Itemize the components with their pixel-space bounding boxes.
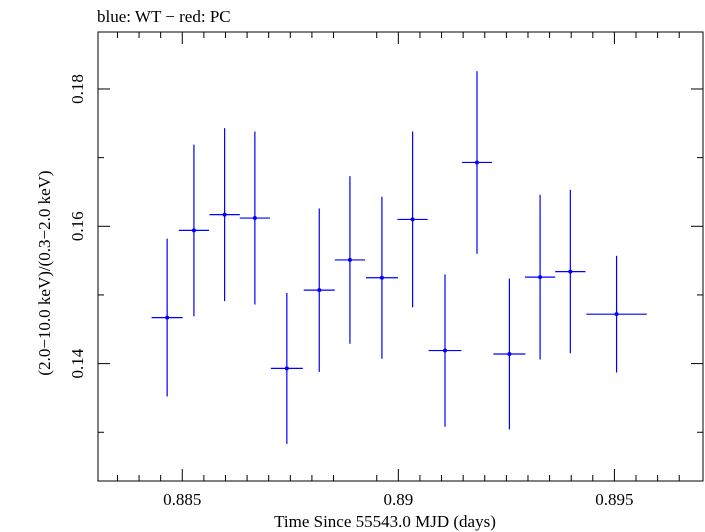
point-marker xyxy=(252,216,257,221)
data-point xyxy=(178,144,210,317)
data-point xyxy=(270,292,303,444)
data-point xyxy=(461,71,493,254)
data-point xyxy=(555,189,586,354)
point-marker xyxy=(222,212,227,217)
y-tick-label: 0.18 xyxy=(68,74,87,104)
plot-frame xyxy=(97,31,704,482)
point-marker xyxy=(538,275,543,280)
data-point xyxy=(151,238,183,397)
data-point xyxy=(365,196,398,359)
data-point xyxy=(586,255,647,373)
data-point xyxy=(397,131,428,308)
y-tick-label: 0.16 xyxy=(68,211,87,241)
point-marker xyxy=(443,348,448,353)
point-marker xyxy=(507,351,512,356)
point-marker xyxy=(284,366,289,371)
y-axis-label: (2.0−10.0 keV)/(0.3−2.0 keV) xyxy=(35,170,54,375)
data-point xyxy=(334,176,366,344)
x-tick-label: 0.885 xyxy=(163,490,201,509)
point-marker xyxy=(410,217,415,222)
data-point xyxy=(209,128,240,302)
data-point xyxy=(524,194,556,360)
point-marker xyxy=(379,275,384,280)
x-tick-label: 0.89 xyxy=(383,490,413,509)
y-tick-label: 0.14 xyxy=(68,348,87,378)
x-tick-label: 0.895 xyxy=(595,490,633,509)
data-points xyxy=(151,71,647,444)
chart-title: blue: WT − red: PC xyxy=(97,7,231,26)
point-marker xyxy=(347,257,352,262)
x-axis-label: Time Since 55543.0 MJD (days) xyxy=(274,512,496,531)
point-marker xyxy=(317,288,322,293)
point-marker xyxy=(191,228,196,233)
data-point xyxy=(493,278,526,430)
point-marker xyxy=(474,160,479,165)
data-point xyxy=(239,131,270,305)
data-point xyxy=(428,274,462,427)
point-marker xyxy=(568,269,573,274)
axis-ticks: 0.885 0.89 0.895 0.14 0.16 0.18 xyxy=(68,32,703,509)
point-marker xyxy=(614,312,619,317)
point-marker xyxy=(165,315,170,320)
data-point xyxy=(303,208,335,372)
